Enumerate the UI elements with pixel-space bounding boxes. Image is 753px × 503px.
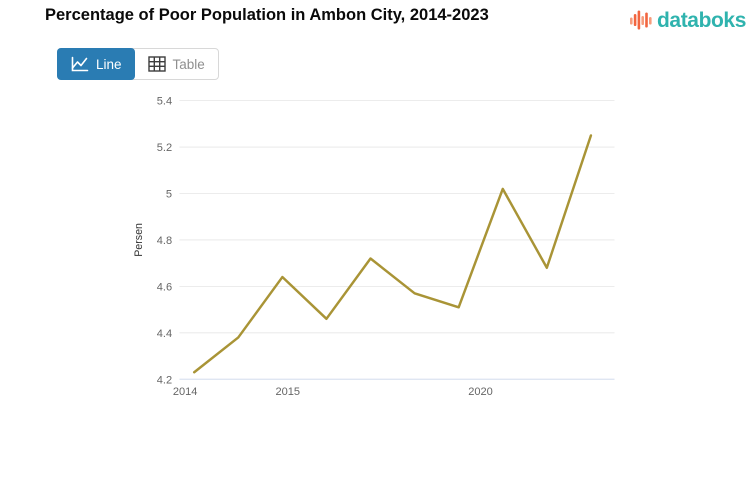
y-axis-tick-label: 5 [166, 189, 172, 201]
x-axis-tick-label: 2015 [275, 386, 300, 398]
chart-area[interactable]: 4.2 4.4 4.6 4.8 5 5.2 5.4 2014 2015 2020 Persen [0, 90, 753, 498]
databoks-wordmark: databoks [657, 8, 746, 32]
y-axis-tick-label: 5.4 [157, 96, 172, 108]
data-series-line [192, 134, 593, 374]
y-axis-tick-label: 4.6 [157, 281, 172, 293]
y-axis-tick-label: 4.2 [157, 374, 172, 386]
y-axis-tick-label: 5.2 [157, 142, 172, 154]
table-icon [147, 56, 166, 72]
y-axis-tick-label: 4.4 [157, 328, 172, 340]
x-axis-tick-label: 2014 [173, 386, 198, 398]
view-toggle-group: Line Table [57, 48, 219, 80]
line-view-label: Line [96, 56, 122, 72]
table-view-button[interactable]: Table [135, 49, 218, 79]
databoks-logo[interactable]: databoks [629, 7, 746, 34]
line-chart-svg[interactable]: 4.2 4.4 4.6 4.8 5 5.2 5.4 2014 2015 2020 Persen [0, 90, 753, 498]
y-axis-tick-label: 4.8 [157, 235, 172, 247]
line-view-button[interactable]: Line [57, 48, 135, 80]
x-axis-tick-label: 2020 [468, 386, 493, 398]
y-axis-title: Persen [133, 223, 145, 257]
table-view-label: Table [172, 56, 205, 72]
chart-title: Percentage of Poor Population in Ambon C… [45, 6, 489, 24]
databoks-icon [630, 10, 652, 30]
line-chart-icon [71, 56, 89, 71]
